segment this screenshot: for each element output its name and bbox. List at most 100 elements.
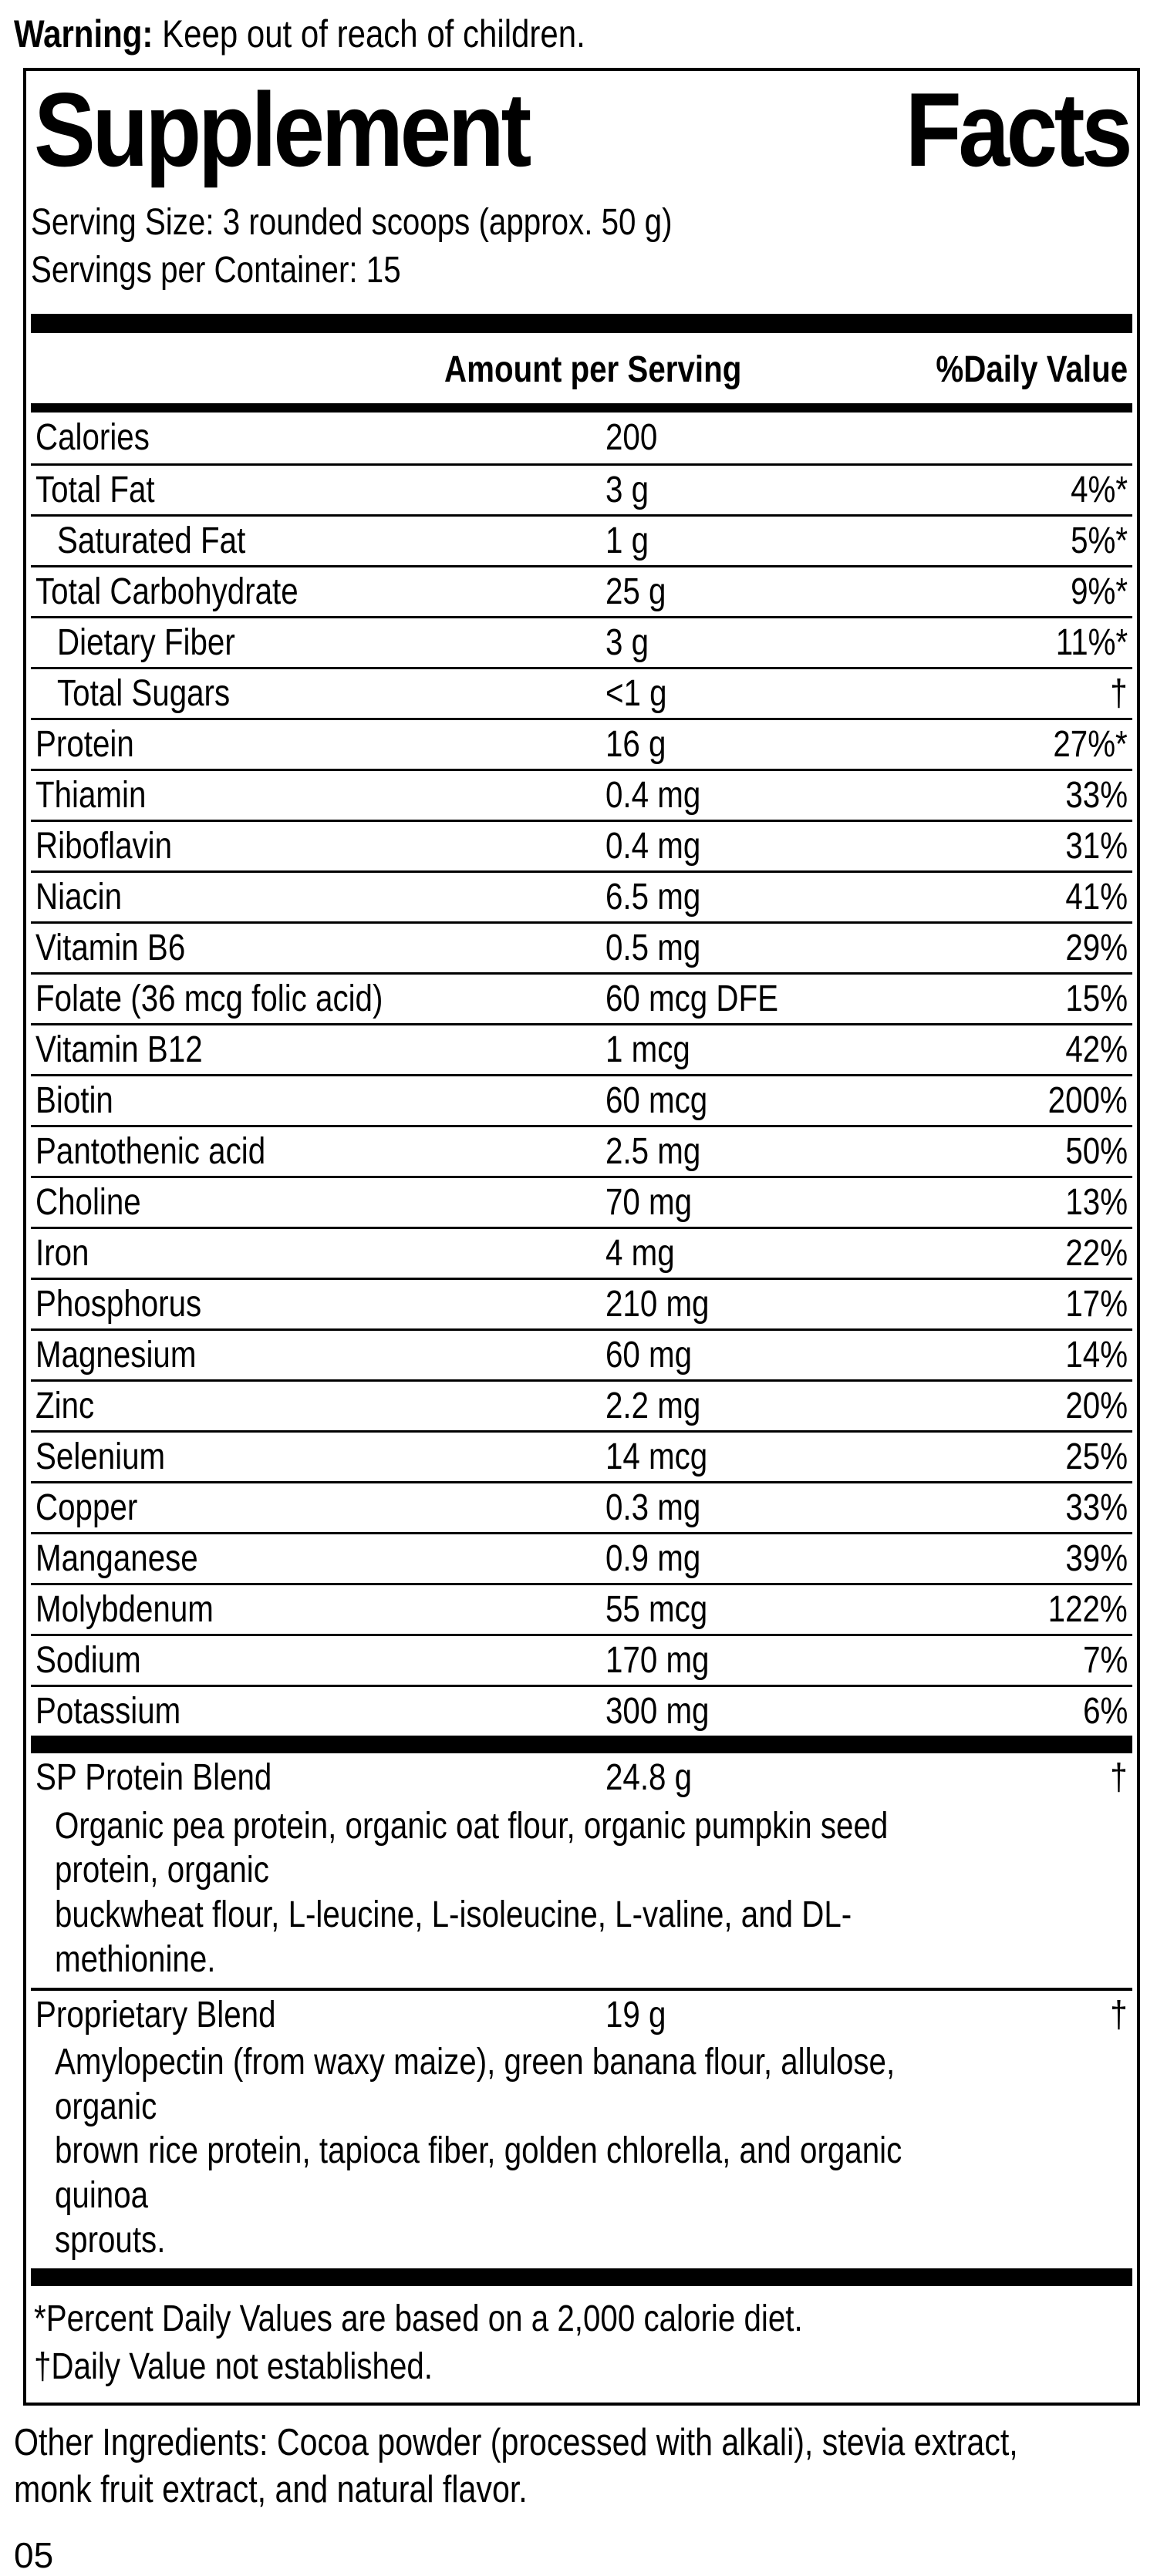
divider-thick-footnotes (31, 2268, 1132, 2287)
nutrient-amount: 16 g (605, 723, 666, 765)
nutrient-label: Protein (35, 723, 134, 765)
other-ingredients: Other Ingredients: Cocoa powder (process… (14, 2422, 1018, 2511)
nutrient-label: Molybdenum (35, 1588, 214, 1630)
table-row: Iron 4 mg 22% (31, 1226, 1132, 1278)
nutrient-daily-value: 6% (1082, 1690, 1128, 1732)
table-row: Total Carbohydrate 25 g 9%* (31, 564, 1132, 616)
table-row: Potassium 300 mg 6% (31, 1684, 1132, 1736)
nutrient-label: Thiamin (35, 774, 147, 816)
nutrient-amount: 0.9 mg (605, 1537, 701, 1579)
table-row: Sodium 170 mg 7% (31, 1633, 1132, 1685)
nutrient-daily-value: 9%* (1071, 571, 1128, 612)
nutrient-label: Niacin (35, 876, 123, 918)
nutrient-daily-value: 31% (1065, 825, 1128, 867)
nutrient-amount: 70 mg (605, 1181, 693, 1223)
blend-amount: 24.8 g (605, 1757, 693, 1799)
blend-row-sp-protein: SP Protein Blend 24.8 g † (31, 1753, 1132, 1803)
nutrient-amount: 25 g (605, 571, 666, 612)
serving-info: Serving Size: 3 rounded scoops (approx. … (31, 199, 1132, 295)
servings-per-container-line: Servings per Container: 15 (31, 250, 401, 291)
table-row: Saturated Fat 1 g 5%* (31, 514, 1132, 565)
blend-label: SP Protein Blend (35, 1757, 272, 1799)
blend-daily-value: † (1110, 1757, 1128, 1799)
footnotes: *Percent Daily Values are based on a 2,0… (34, 2298, 803, 2387)
warning-label: Warning: (14, 12, 153, 56)
nutrient-daily-value: 7% (1082, 1639, 1128, 1681)
nutrient-amount: 0.5 mg (605, 927, 701, 968)
blend-ingredients-sp-protein: Organic pea protein, organic oat flour, … (55, 1805, 889, 1980)
nutrient-amount: 60 mg (605, 1334, 693, 1376)
nutrient-label: Magnesium (35, 1334, 197, 1376)
title-word-facts: Facts (905, 71, 1132, 188)
nutrient-label: Potassium (35, 1690, 181, 1732)
nutrient-amount: 1 g (605, 520, 649, 561)
nutrient-amount: 4 mg (605, 1232, 675, 1274)
nutrient-daily-value: 25% (1065, 1436, 1128, 1477)
nutrient-label: Selenium (35, 1436, 166, 1477)
nutrient-label: Saturated Fat (57, 520, 246, 561)
supplement-facts-page: { "warning": { "bold": "Warning:", "text… (0, 11, 1157, 2575)
nutrient-daily-value: 13% (1065, 1181, 1128, 1223)
table-row: Total Fat 3 g 4%* (31, 463, 1132, 514)
divider-thick-blends (31, 1735, 1132, 1753)
nutrient-amount: 1 mcg (605, 1029, 690, 1070)
nutrient-daily-value: † (1110, 672, 1128, 714)
nutrient-label: Folate (36 mcg folic acid) (35, 978, 383, 1019)
nutrient-label: Manganese (35, 1537, 198, 1579)
supplement-facts-panel: Supplement Facts Serving Size: 3 rounded… (23, 68, 1140, 2406)
nutrient-amount: 3 g (605, 621, 649, 663)
nutrient-label: Zinc (35, 1385, 95, 1426)
nutrient-label: Total Sugars (57, 672, 231, 714)
nutrient-daily-value: 33% (1065, 774, 1128, 816)
nutrient-daily-value: 4%* (1071, 469, 1128, 510)
nutrient-label: Vitamin B6 (35, 927, 186, 968)
nutrient-amount: 170 mg (605, 1639, 710, 1681)
table-row: Biotin 60 mcg 200% (31, 1073, 1132, 1125)
title-word-supplement: Supplement (34, 71, 531, 188)
nutrient-daily-value: 200% (1047, 1079, 1128, 1121)
nutrient-daily-value: 41% (1065, 876, 1128, 918)
table-row: Protein 16 g 27%* (31, 717, 1132, 769)
table-header: Amount per Serving %Daily Value (31, 333, 1132, 403)
nutrient-label: Calories (35, 417, 150, 459)
nutrient-amount: 0.4 mg (605, 825, 701, 867)
nutrient-label: Total Fat (35, 469, 155, 510)
nutrient-daily-value: 11%* (1055, 621, 1128, 663)
serving-size-line: Serving Size: 3 rounded scoops (approx. … (31, 202, 673, 243)
nutrient-label: Choline (35, 1181, 141, 1223)
table-row: Dietary Fiber 3 g 11%* (31, 615, 1132, 667)
nutrient-daily-value: 29% (1065, 927, 1128, 968)
nutrient-daily-value: 5%* (1071, 520, 1128, 561)
divider-thick-top (31, 313, 1132, 333)
nutrient-amount: 60 mcg DFE (605, 978, 779, 1019)
nutrient-amount: 14 mcg (605, 1436, 708, 1477)
nutrient-amount: 2.5 mg (605, 1130, 701, 1172)
nutrient-daily-value: 17% (1065, 1283, 1128, 1325)
table-row: Selenium 14 mcg 25% (31, 1429, 1132, 1481)
table-row: Thiamin 0.4 mg 33% (31, 768, 1132, 820)
table-row: Vitamin B12 1 mcg 42% (31, 1022, 1132, 1074)
nutrient-label: Riboflavin (35, 825, 173, 867)
panel-title: Supplement Facts (31, 71, 1132, 185)
table-row: Magnesium 60 mg 14% (31, 1328, 1132, 1379)
nutrient-daily-value: 22% (1065, 1232, 1128, 1274)
nutrient-label: Vitamin B12 (35, 1029, 203, 1070)
nutrient-daily-value: 15% (1065, 978, 1128, 1019)
table-row: Choline 70 mg 13% (31, 1175, 1132, 1227)
table-row: Niacin 6.5 mg 41% (31, 870, 1132, 921)
blend-row-proprietary: Proprietary Blend 19 g † (31, 1988, 1132, 2039)
blend-amount: 19 g (605, 1994, 666, 2036)
column-header-daily-value: %Daily Value (936, 349, 1128, 390)
nutrient-amount: 0.4 mg (605, 774, 701, 816)
table-row: Manganese 0.9 mg 39% (31, 1531, 1132, 1583)
nutrient-rows: Calories 200 Total Fat 3 g 4%* Saturated… (31, 412, 1132, 1736)
nutrient-amount: <1 g (605, 672, 667, 714)
nutrient-amount: 6.5 mg (605, 876, 701, 918)
nutrient-amount: 200 (605, 417, 658, 459)
nutrient-label: Iron (35, 1232, 89, 1274)
nutrient-daily-value: 50% (1065, 1130, 1128, 1172)
nutrient-amount: 0.3 mg (605, 1487, 701, 1528)
nutrient-amount: 60 mcg (605, 1079, 708, 1121)
nutrient-label: Copper (35, 1487, 138, 1528)
nutrient-amount: 3 g (605, 469, 649, 510)
